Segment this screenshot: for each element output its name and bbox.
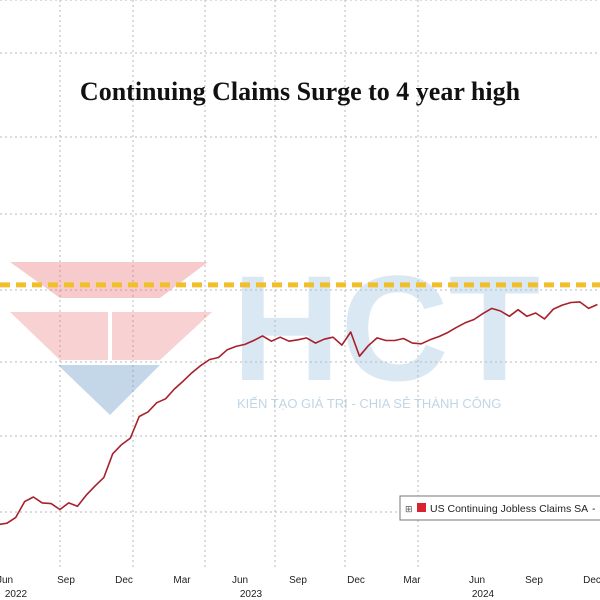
- x-tick-label: Jun: [469, 575, 485, 586]
- x-tick-label: Sep: [525, 575, 543, 586]
- watermark-logo-mark: [10, 262, 108, 298]
- x-tick-label: Dec: [115, 575, 133, 586]
- watermark: HCT KIẾN TẠO GIÁ TRỊ - CHIA SẺ THÀNH CÔN…: [10, 244, 540, 415]
- legend-swatch: [417, 503, 426, 512]
- x-year-label: 2024: [472, 589, 495, 600]
- grid: [0, 0, 600, 568]
- legend-suffix: -: [592, 503, 596, 515]
- x-tick-label: Dec: [347, 575, 365, 586]
- x-tick-label: Mar: [173, 575, 191, 586]
- x-axis: Jun Sep Dec Mar Jun Sep Dec Mar Jun Sep Dec 2022 202…: [0, 575, 600, 600]
- legend-box: [399, 495, 600, 521]
- legend: ⊞ US Continuing Jobless Claims SA -: [399, 495, 600, 521]
- legend-label: US Continuing Jobless Claims SA: [430, 503, 588, 515]
- x-year-label: 2022: [5, 589, 28, 600]
- chart-title: Continuing Claims Surge to 4 year high: [80, 77, 521, 106]
- x-tick-label: Mar: [403, 575, 421, 586]
- watermark-tagline: KIẾN TẠO GIÁ TRỊ - CHIA SẺ THÀNH CÔNG: [237, 396, 501, 411]
- series-line: [0, 301, 598, 526]
- legend-checkbox-icon: ⊞: [405, 505, 413, 515]
- watermark-logo-mark: [108, 262, 208, 298]
- x-tick-label: Dec: [583, 575, 600, 586]
- watermark-logo-text: HCT: [232, 244, 540, 412]
- x-tick-label: Jun: [0, 575, 13, 586]
- watermark-logo-mark: [58, 365, 160, 415]
- x-tick-label: Jun: [232, 575, 248, 586]
- x-tick-label: Sep: [289, 575, 307, 586]
- watermark-logo-mark: [112, 312, 212, 360]
- x-year-label: 2023: [240, 589, 263, 600]
- x-tick-label: Sep: [57, 575, 75, 586]
- watermark-logo-mark: [10, 312, 108, 360]
- series-group: [0, 301, 598, 526]
